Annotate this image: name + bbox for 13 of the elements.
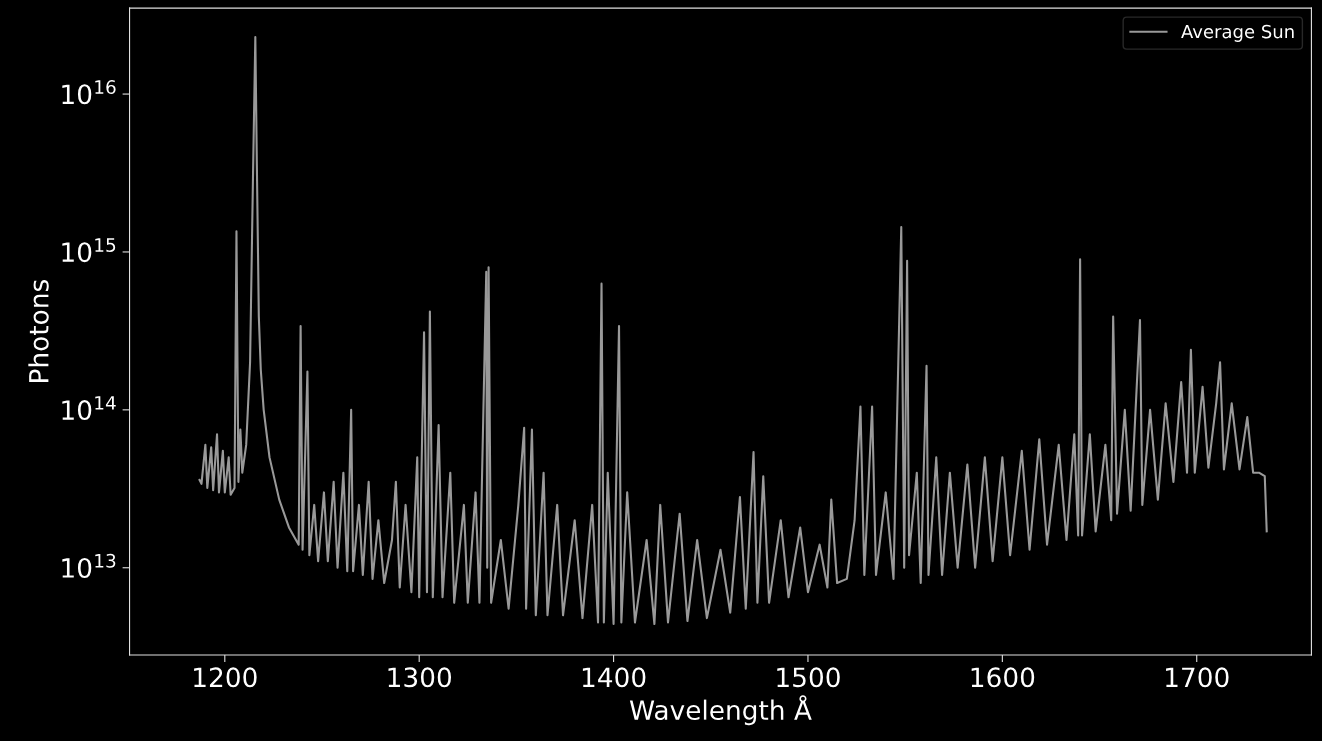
x-tick-label: 1700 — [1166, 667, 1229, 688]
x-tick-label: 1500 — [777, 667, 840, 688]
x-axis-title: Wavelength Å — [629, 695, 812, 726]
y-tick-label: 10$^{13}$ — [62, 553, 116, 578]
x-tick-label: 1400 — [582, 667, 646, 688]
y-tick-label: 10$^{16}$ — [62, 80, 116, 105]
y-tick-label: 10$^{15}$ — [62, 238, 116, 263]
y-axis-title: Photons — [28, 280, 49, 382]
x-tick-label: 1200 — [194, 667, 257, 688]
x-tick-label: 1600 — [971, 667, 1035, 688]
x-tick-label: 1300 — [388, 667, 452, 688]
y-tick-label: 10$^{14}$ — [62, 396, 116, 421]
legend-label: Average Sun — [1181, 24, 1294, 42]
